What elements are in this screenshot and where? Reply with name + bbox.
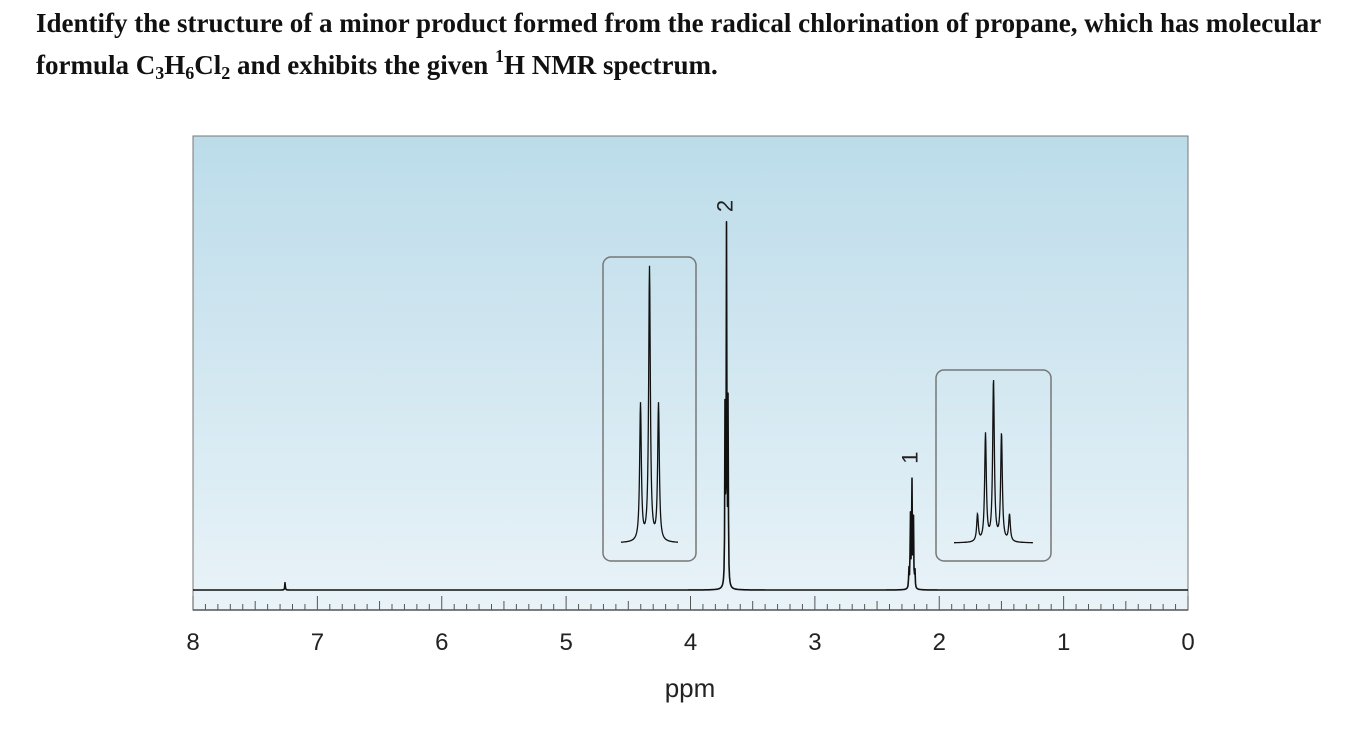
x-tick-label: 7 (311, 629, 324, 656)
multiplet-inset-trace (621, 265, 678, 543)
x-tick-label: 3 (808, 629, 821, 656)
integration-label: 1 (898, 451, 923, 463)
subscript-2: 2 (221, 63, 231, 83)
x-tick-label: 0 (1181, 629, 1194, 656)
x-axis-title: ppm (665, 673, 716, 703)
multiplet-inset-trace (954, 380, 1033, 544)
integration-label: 2 (712, 200, 737, 212)
question-part-2: H (164, 50, 186, 80)
question-part-3: Cl (194, 50, 222, 80)
spectrum-trace (192, 221, 1189, 591)
question-text: Identify the structure of a minor produc… (36, 2, 1336, 86)
subscript-6: 6 (185, 63, 195, 83)
x-tick-label: 4 (684, 629, 697, 656)
multiplet-inset-box (602, 256, 697, 562)
plot-background (192, 135, 1189, 611)
x-tick-label: 1 (1057, 629, 1070, 656)
x-tick-label: 5 (559, 629, 572, 656)
multiplet-inset-box (935, 369, 1052, 562)
x-tick-label: 8 (186, 629, 199, 656)
question-part-5: H NMR spectrum. (504, 50, 718, 80)
question-part-4: and exhibits the given (230, 50, 496, 80)
x-tick-label: 2 (933, 629, 946, 656)
superscript-1: 1 (495, 46, 505, 66)
subscript-3: 3 (155, 63, 165, 83)
x-tick-label: 6 (435, 629, 448, 656)
question-part-1: Identify the structure of a minor produc… (36, 8, 1321, 80)
